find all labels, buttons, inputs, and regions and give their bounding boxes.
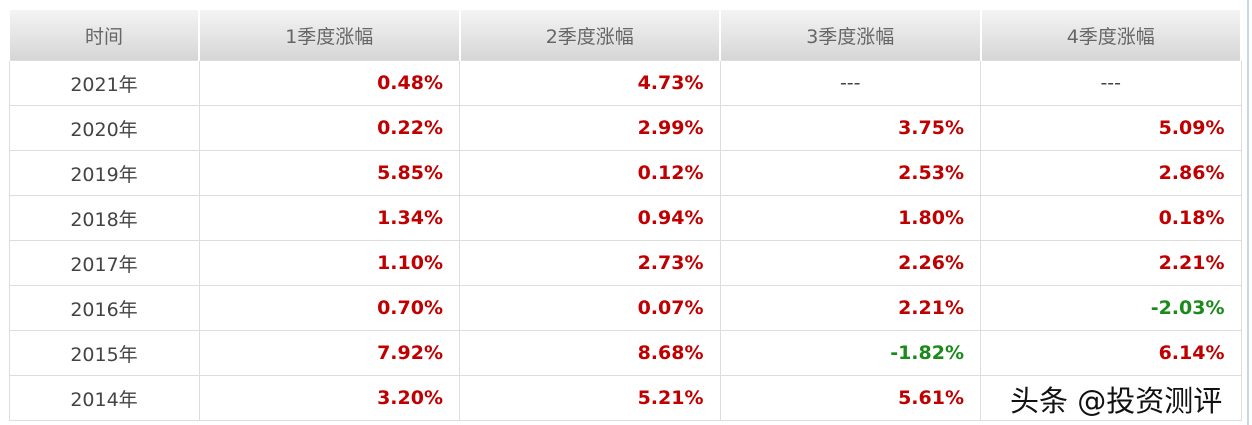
quarter-return-cell: 0.07% xyxy=(459,285,721,331)
quarter-return-cell: 2.86% xyxy=(980,150,1242,196)
header-row: 时间 1季度涨幅 2季度涨幅 3季度涨幅 4季度涨幅 xyxy=(8,10,1242,61)
quarter-return-cell: 3.75% xyxy=(719,105,981,151)
quarter-return-cell: 7.92% xyxy=(198,330,460,376)
quarter-return-cell: 1.34% xyxy=(198,195,460,241)
quarter-return-cell: 1.80% xyxy=(719,195,981,241)
year-cell: 2019年 xyxy=(8,150,200,196)
year-cell: 2014年 xyxy=(8,375,200,421)
quarter-return-cell: 2.26% xyxy=(719,240,981,286)
year-cell: 2021年 xyxy=(8,60,200,106)
quarter-return-cell: -2.03% xyxy=(980,285,1242,331)
quarter-return-cell: 3.20% xyxy=(198,375,460,421)
quarter-return-cell: -1.82% xyxy=(719,330,981,376)
year-cell: 2017年 xyxy=(8,240,200,286)
table-row: 2020年 0.22% 2.99% 3.75% 5.09% xyxy=(8,105,1242,151)
quarterly-returns-table: 时间 1季度涨幅 2季度涨幅 3季度涨幅 4季度涨幅 2021年 0.48% 4.73% --… xyxy=(8,10,1242,421)
table-row: 2021年 0.48% 4.73% --- --- xyxy=(8,60,1242,106)
quarter-return-cell: 5.21% xyxy=(459,375,721,421)
quarter-return-cell: 0.12% xyxy=(459,150,721,196)
quarter-return-cell: 0.48% xyxy=(198,60,460,106)
year-cell: 2018年 xyxy=(8,195,200,241)
quarter-return-cell: 8.68% xyxy=(459,330,721,376)
quarter-return-cell: 0.22% xyxy=(198,105,460,151)
quarter-return-cell: 2.21% xyxy=(980,240,1242,286)
table-row: 2015年 7.92% 8.68% -1.82% 6.14% xyxy=(8,330,1242,376)
year-cell: 2016年 xyxy=(8,285,200,331)
quarter-return-cell: 0.94% xyxy=(459,195,721,241)
quarter-return-cell: 2.21% xyxy=(719,285,981,331)
year-cell: 2015年 xyxy=(8,330,200,376)
quarter-return-cell: 5.85% xyxy=(198,150,460,196)
year-cell: 2020年 xyxy=(8,105,200,151)
quarter-return-cell xyxy=(980,375,1242,421)
quarter-return-cell: 6.14% xyxy=(980,330,1242,376)
quarter-return-cell: 2.53% xyxy=(719,150,981,196)
quarter-return-cell: --- xyxy=(980,60,1242,106)
column-header: 时间 xyxy=(8,10,200,61)
quarter-return-cell: 2.99% xyxy=(459,105,721,151)
quarter-return-cell: --- xyxy=(719,60,981,106)
quarter-return-cell: 1.10% xyxy=(198,240,460,286)
column-header: 3季度涨幅 xyxy=(719,10,982,61)
quarter-return-cell: 4.73% xyxy=(459,60,721,106)
quarterly-returns-table-container: 时间 1季度涨幅 2季度涨幅 3季度涨幅 4季度涨幅 2021年 0.48% 4.73% --… xyxy=(8,10,1242,421)
table-row: 2014年 3.20% 5.21% 5.61% xyxy=(8,375,1242,421)
quarter-return-cell: 2.73% xyxy=(459,240,721,286)
table-row: 2017年 1.10% 2.73% 2.26% 2.21% xyxy=(8,240,1242,286)
quarter-return-cell: 0.70% xyxy=(198,285,460,331)
right-border xyxy=(1247,0,1249,425)
column-header: 2季度涨幅 xyxy=(458,10,721,61)
column-header: 1季度涨幅 xyxy=(198,10,461,61)
quarter-return-cell: 5.09% xyxy=(980,105,1242,151)
table-row: 2016年 0.70% 0.07% 2.21% -2.03% xyxy=(8,285,1242,331)
quarter-return-cell: 5.61% xyxy=(719,375,981,421)
quarter-return-cell: 0.18% xyxy=(980,195,1242,241)
watermark: 头条 @投资测评 xyxy=(1010,384,1223,418)
column-header: 4季度涨幅 xyxy=(979,10,1242,61)
table-row: 2018年 1.34% 0.94% 1.80% 0.18% xyxy=(8,195,1242,241)
table-row: 2019年 5.85% 0.12% 2.53% 2.86% xyxy=(8,150,1242,196)
